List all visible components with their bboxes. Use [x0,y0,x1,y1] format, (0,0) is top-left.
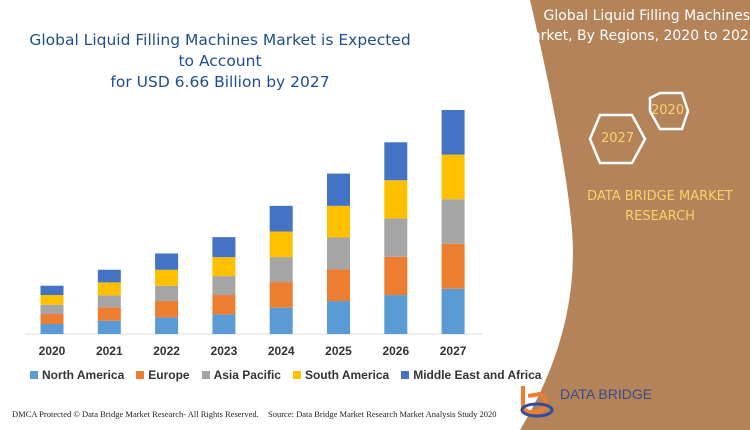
title-line-2: for USD 6.66 Billion by 2027 [110,73,330,91]
legend-label: North America [42,368,125,382]
brand-text: DATA BRIDGE MARKET RESEARCH [585,187,735,227]
bar-2020-south-america [40,295,64,305]
title-line-1: Global Liquid Filling Machines Market is… [29,31,411,70]
bar-2022-europe [155,301,179,318]
side-title-line-1: Global Liquid Filling Machines [543,8,750,24]
brand-line-1: DATA BRIDGE MARKET [587,189,733,204]
hex-label-2027: 2027 [601,131,635,146]
bar-2026-europe [384,256,408,296]
legend-swatch [201,371,210,379]
bar-2027-europe [441,243,465,289]
legend-label: Middle East and Africa [413,368,542,382]
source-note: Source: Data Bridge Market Research Mark… [268,409,497,419]
bar-2026-south-america [384,180,408,219]
hex-label-2020: 2020 [651,103,685,118]
x-tick-2025: 2025 [325,344,352,358]
bar-2022-middle-east-and-africa [155,253,179,270]
legend-label: Asia Pacific [213,368,281,382]
dmca-notice: DMCA Protected © Data Bridge Market Rese… [12,409,259,419]
bars [40,110,465,334]
bar-2024-south-america [269,231,293,258]
bar-2023-europe [212,295,236,315]
bar-2026-north-america [384,295,408,334]
bar-2026-middle-east-and-africa [384,142,408,181]
bar-2025-middle-east-and-africa [327,173,350,206]
legend-item: North America [30,368,124,382]
bar-2021-middle-east-and-africa [97,269,121,283]
bar-2022-north-america [155,317,179,334]
bar-2020-europe [40,314,64,325]
legend-swatch [136,371,145,379]
legend-swatch [292,371,301,379]
legend-item: South America [292,368,390,382]
side-title-line-2: Market, By Regions, 2020 to 2027 [520,28,750,44]
x-tick-2022: 2022 [153,344,180,358]
bar-2025-north-america [327,301,350,334]
bar-2021-asia-pacific [97,295,121,308]
bar-2025-europe [327,269,350,302]
x-tick-2027: 2027 [440,344,467,358]
logo-text: DATA BRIDGE [560,386,653,402]
legend-swatch [401,371,410,379]
bar-2024-north-america [269,307,293,334]
bar-2020-asia-pacific [40,304,64,315]
bar-2021-europe [97,307,121,321]
legend-label: South America [304,368,390,382]
bar-2023-north-america [212,314,236,334]
bar-2022-south-america [155,269,179,286]
bar-2024-middle-east-and-africa [269,205,293,232]
bar-2027-middle-east-and-africa [441,110,465,155]
legend-item: Middle East and Africa [401,368,541,382]
bar-2027-asia-pacific [441,199,465,244]
bar-2023-middle-east-and-africa [212,237,236,258]
legend: North America Europe Asia Pacific South Ame… [30,368,541,382]
chart-title: Global Liquid Filling Machines Market is… [20,30,420,93]
bar-2027-south-america [441,154,465,200]
legend-swatch [30,371,38,379]
x-tick-labels: 2020 2021 2022 2023 2024 2025 2026 2027 [39,344,467,358]
legend-item: Asia Pacific [201,368,281,382]
brand-line-2: RESEARCH [625,209,695,224]
legend-label: Europe [148,368,190,382]
bar-2027-north-america [441,288,465,334]
hexagon-2027 [588,113,647,165]
bar-2024-asia-pacific [269,257,293,283]
x-tick-2020: 2020 [39,344,66,358]
hexagon-2020 [648,91,690,131]
bar-2022-asia-pacific [155,285,179,302]
x-tick-2026: 2026 [382,344,409,358]
bar-2020-middle-east-and-africa [40,285,64,296]
bar-2023-south-america [212,257,236,277]
bar-2023-asia-pacific [212,276,236,296]
legend-item: Europe [136,368,190,382]
x-tick-2023: 2023 [211,344,238,358]
bar-2024-europe [269,282,293,308]
logo-mark [520,386,554,418]
bar-2025-south-america [327,205,350,238]
x-tick-2021: 2021 [96,344,123,358]
bar-2026-asia-pacific [384,218,408,257]
bar-2021-south-america [97,282,121,296]
bar-2020-north-america [40,324,64,334]
side-title: Global Liquid Filling Machines Market, B… [520,6,750,46]
x-tick-2024: 2024 [268,344,295,358]
side-panel [520,0,750,430]
bar-2025-asia-pacific [327,237,350,270]
bar-2021-north-america [97,320,121,334]
